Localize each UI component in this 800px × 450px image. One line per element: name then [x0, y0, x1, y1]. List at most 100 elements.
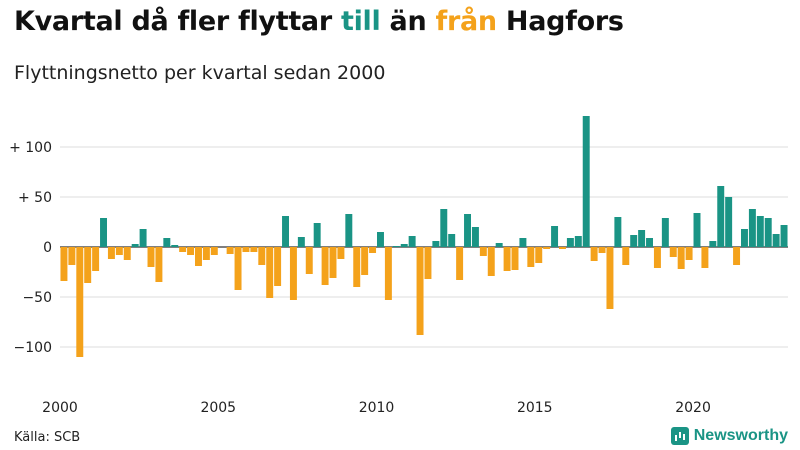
bar: 2000 Q2: -18 [68, 247, 76, 265]
bar: 2013 Q3: -29 [487, 247, 495, 276]
bar: 2003 Q2: 9 [163, 238, 171, 247]
y-axis-labels: + 100 + 50 0 −50 −100 [9, 140, 52, 356]
bar: 2001 Q1: -24 [92, 247, 100, 271]
bar: 2017 Q4: -18 [622, 247, 630, 265]
bar: 2016 Q4: -14 [590, 247, 598, 261]
bar: 2007 Q1: 31 [282, 216, 289, 247]
title-highlight-till: till [340, 6, 381, 37]
bar: 2012 Q3: -33 [456, 247, 464, 280]
newsworthy-logo[interactable]: Newsworthy [670, 427, 788, 445]
bar: 2008 Q2: -38 [321, 247, 329, 285]
x-tick-label: 2000 [42, 400, 78, 416]
chart-logo-icon [670, 427, 689, 445]
source-note: Källa: SCB [14, 430, 81, 445]
bar: 2013 Q2: -9 [479, 247, 487, 256]
bar: 2009 Q2: -40 [353, 247, 361, 287]
bar: 2003 Q4: -5 [179, 247, 187, 252]
bar: 2002 Q3: 18 [139, 229, 147, 247]
bar: 2017 Q1: -6 [598, 247, 606, 253]
y-tick-label: −50 [22, 290, 52, 306]
bar: 2013 Q1: 20 [471, 227, 479, 247]
bar: 2000 Q3: -110 [76, 247, 84, 357]
bar: 2019 Q4: -13 [685, 247, 693, 260]
bar: 2007 Q2: -53 [289, 247, 297, 300]
bar: 2018 Q4: -21 [653, 247, 661, 268]
bar: 2001 Q2: 29 [100, 218, 107, 247]
title-part-3: Hagfors [496, 6, 624, 37]
bar: 2002 Q4: -20 [147, 247, 155, 267]
bar: 2004 Q3: -13 [202, 247, 210, 260]
bar: 2003 Q3: 2 [171, 245, 179, 247]
bar: 2021 Q4: 38 [748, 209, 756, 247]
bar: 2009 Q1: 33 [345, 214, 353, 247]
bar: 2013 Q4: 4 [495, 243, 503, 247]
bar: 2016 Q1: 9 [566, 238, 574, 247]
bar: 2016 Q3: 131 [582, 116, 590, 247]
bar: 2018 Q2: 17 [638, 230, 646, 247]
bar: 2018 Q3: 9 [646, 238, 653, 247]
bar: 2020 Q4: 61 [717, 186, 725, 247]
bar: 2014 Q1: -24 [503, 247, 511, 271]
bar: 2009 Q3: -28 [361, 247, 369, 275]
bar: 2005 Q2: -7 [226, 247, 234, 254]
brand-name: Newsworthy [693, 427, 788, 444]
bar: 2020 Q2: -21 [701, 247, 709, 268]
bar: 2001 Q4: -8 [115, 247, 123, 255]
title-highlight-fran: från [435, 6, 498, 37]
bar: 2006 Q2: -18 [258, 247, 266, 265]
bar: 2004 Q4: -8 [210, 247, 218, 255]
bar: 2015 Q1: -16 [535, 247, 543, 263]
bar: 2004 Q2: -19 [195, 247, 202, 266]
bar: 2014 Q3: 9 [519, 238, 527, 247]
chart-subtitle: Flyttningsnetto per kvartal sedan 2000 [14, 62, 386, 84]
bar: 2012 Q2: 13 [448, 234, 456, 247]
bar: 2020 Q1: 34 [693, 213, 701, 247]
bar: 2007 Q4: -27 [305, 247, 313, 274]
bar: 2003 Q1: -35 [155, 247, 163, 282]
x-tick-label: 2020 [675, 400, 711, 416]
x-tick-label: 2010 [359, 400, 395, 416]
bar: 2008 Q1: 24 [313, 223, 321, 247]
bar: 2021 Q3: 18 [741, 229, 748, 247]
bar: 2010 Q2: -53 [384, 247, 392, 300]
bar: 2020 Q3: 6 [709, 241, 717, 247]
bar: 2000 Q1: -34 [60, 247, 68, 281]
bar: 2022 Q1: 31 [756, 216, 764, 247]
bar: 2006 Q1: -5 [250, 247, 258, 252]
bar: 2011 Q1: 11 [408, 236, 416, 247]
bar: 2006 Q4: -39 [274, 247, 282, 286]
bar: 2005 Q4: -5 [242, 247, 250, 252]
bar: 2006 Q3: -51 [266, 247, 274, 298]
bar: 2011 Q4: 6 [432, 241, 440, 247]
bar: 2017 Q3: 30 [614, 217, 622, 247]
bar: 2011 Q3: -32 [424, 247, 432, 279]
bar: 2011 Q2: -88 [416, 247, 424, 335]
bar: 2014 Q2: -23 [511, 247, 519, 270]
title-part-2: än [380, 6, 436, 37]
bar: 2015 Q3: 21 [551, 226, 559, 247]
bar: 2008 Q3: -31 [329, 247, 337, 278]
x-axis-labels: 2000 2005 2010 2015 2020 [42, 400, 711, 416]
net-migration-chart: + 100 + 50 0 −50 −100 2000 Q1: -342000 Q2: -… [9, 116, 788, 416]
title-part-1: Kvartal då fler flyttar [14, 6, 341, 37]
chart-title: Kvartal då fler flyttar till än från Hag… [14, 6, 624, 37]
bar: 2014 Q4: -20 [527, 247, 535, 267]
bar: 2022 Q2: 29 [764, 218, 772, 247]
y-tick-label: + 100 [9, 140, 52, 156]
x-tick-label: 2005 [200, 400, 236, 416]
bar: 2002 Q1: -13 [123, 247, 131, 260]
bar: 2010 Q3: 1 [392, 246, 400, 247]
y-tick-label: 0 [43, 240, 52, 256]
bar: 2021 Q2: -18 [733, 247, 741, 265]
bar: 2010 Q4: 3 [400, 244, 408, 247]
bar: 2022 Q4: 22 [780, 225, 788, 247]
y-tick-label: + 50 [18, 190, 52, 206]
bars: 2000 Q1: -342000 Q2: -182000 Q3: -110200… [60, 116, 788, 357]
bar: 2010 Q1: 15 [377, 232, 384, 247]
bar: 2022 Q3: 13 [772, 234, 780, 247]
bar: 2017 Q2: -62 [606, 247, 614, 309]
bar: 2008 Q4: -12 [337, 247, 345, 259]
bar: 2002 Q2: 3 [131, 244, 139, 247]
bar: 2000 Q4: -36 [84, 247, 92, 283]
bar: 2012 Q4: 33 [464, 214, 471, 247]
